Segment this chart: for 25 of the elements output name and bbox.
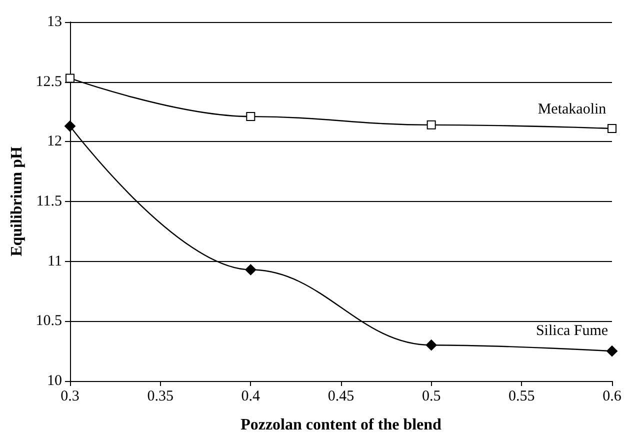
x-tick-label: 0.45 [328,388,354,404]
point [426,120,436,130]
point [246,112,256,122]
y-tick-label: 10.5 [36,313,62,330]
y-tick-label: 10 [47,373,62,389]
point [426,340,437,351]
point [606,346,618,357]
y-tick-label: 12 [47,134,62,150]
y-axis-title: Equilibrium pH [8,146,26,256]
x-tick-label: 0.55 [508,388,535,404]
x-tick-label: 0.35 [147,388,174,404]
y-tick-label: 11.5 [36,194,62,210]
point [245,264,256,276]
y-tick-label: 13 [47,14,62,30]
x-tick-label: 0.6 [602,388,622,404]
x-axis-title: Pozzolan content of the blend [240,416,442,434]
y-tick-label: 12.5 [36,74,62,90]
x-tick-label: 0.5 [422,388,441,404]
x-tick-label: 0.3 [60,388,80,404]
series-label: Silica Fume [536,323,608,340]
x-tick-label: 0.4 [241,388,261,404]
point [64,120,76,132]
point [608,124,616,134]
y-tick-label: 11 [48,253,62,270]
series-label: Metakaolin [538,102,607,118]
